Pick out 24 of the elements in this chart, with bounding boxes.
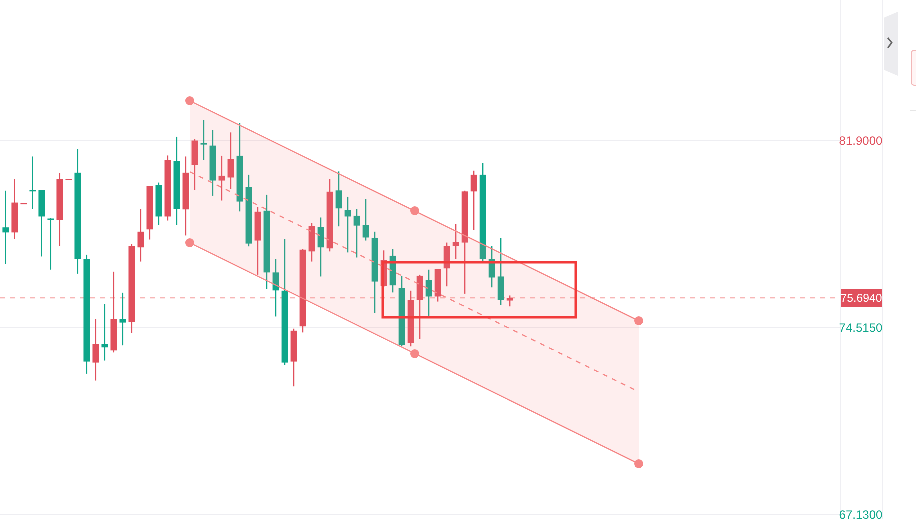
candlestick — [218, 155, 226, 202]
candlestick — [102, 303, 108, 362]
y-tick-label: 74.5150 — [839, 321, 884, 335]
candlestick — [506, 295, 514, 308]
candlestick — [318, 217, 324, 278]
candlestick — [30, 156, 36, 210]
y-tick-label: 81.9000 — [839, 134, 884, 148]
candlestick — [138, 208, 144, 262]
y-tick-label: 67.1300 — [839, 508, 884, 519]
candlestick — [470, 170, 478, 231]
candlestick — [2, 190, 10, 265]
candlestick — [498, 237, 504, 306]
candlestick — [92, 318, 100, 382]
candlestick — [120, 292, 126, 346]
candlestick — [344, 196, 352, 254]
candlestick — [336, 171, 342, 228]
ref-line-label: 75.6940 — [840, 293, 882, 306]
candlestick — [200, 119, 208, 161]
candlestick — [452, 223, 460, 260]
candlestick — [48, 218, 54, 271]
candlestick — [228, 132, 234, 190]
candlestick — [354, 208, 360, 258]
candlestick — [362, 198, 370, 242]
candlestick — [426, 269, 432, 317]
